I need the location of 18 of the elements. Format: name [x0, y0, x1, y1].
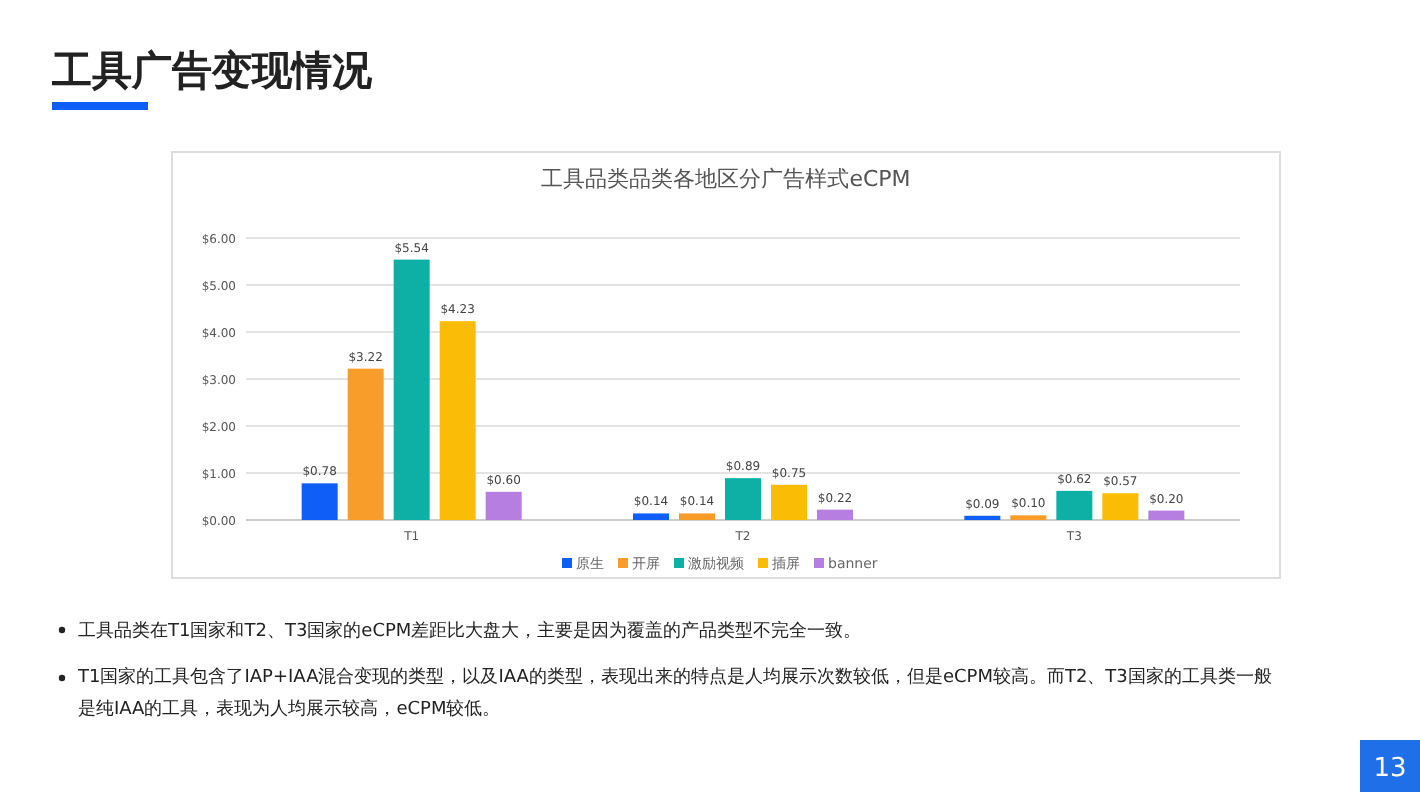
bar	[301, 483, 338, 520]
text: 13	[1373, 754, 1407, 784]
bar	[817, 509, 853, 520]
chart-subtitle: 工具品类品类各地区分广告样式eCPM	[541, 166, 911, 192]
bar	[679, 513, 715, 520]
bar	[1102, 493, 1139, 520]
bar	[393, 259, 430, 520]
bar	[633, 513, 669, 520]
bar	[439, 321, 476, 520]
bar	[1148, 510, 1185, 520]
bar	[771, 484, 807, 520]
text: T1国家的工具包含了IAP+IAA混合变现的类型，以及IAA的类型，表现出来的特点是人均展示次数较低，但是eCPM较高。而T2、T3国家的工具类一般是纯IAA的工具，表现为人均展示较高，eCPM较低。	[78, 665, 1274, 724]
bar	[485, 491, 522, 520]
text: 工具品类在T1国家和T2、T3国家的eCPM差距比大盘大，主要是因为覆盖的产品类型不完全一致。	[78, 620, 862, 642]
bar	[725, 478, 761, 520]
bar	[347, 368, 384, 520]
bar	[1056, 490, 1093, 520]
chart-title: 工具广告变现情况	[50, 46, 374, 94]
